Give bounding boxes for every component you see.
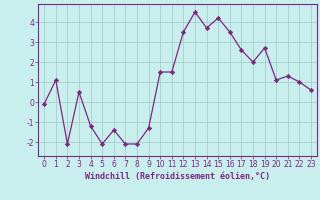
X-axis label: Windchill (Refroidissement éolien,°C): Windchill (Refroidissement éolien,°C)	[85, 172, 270, 181]
